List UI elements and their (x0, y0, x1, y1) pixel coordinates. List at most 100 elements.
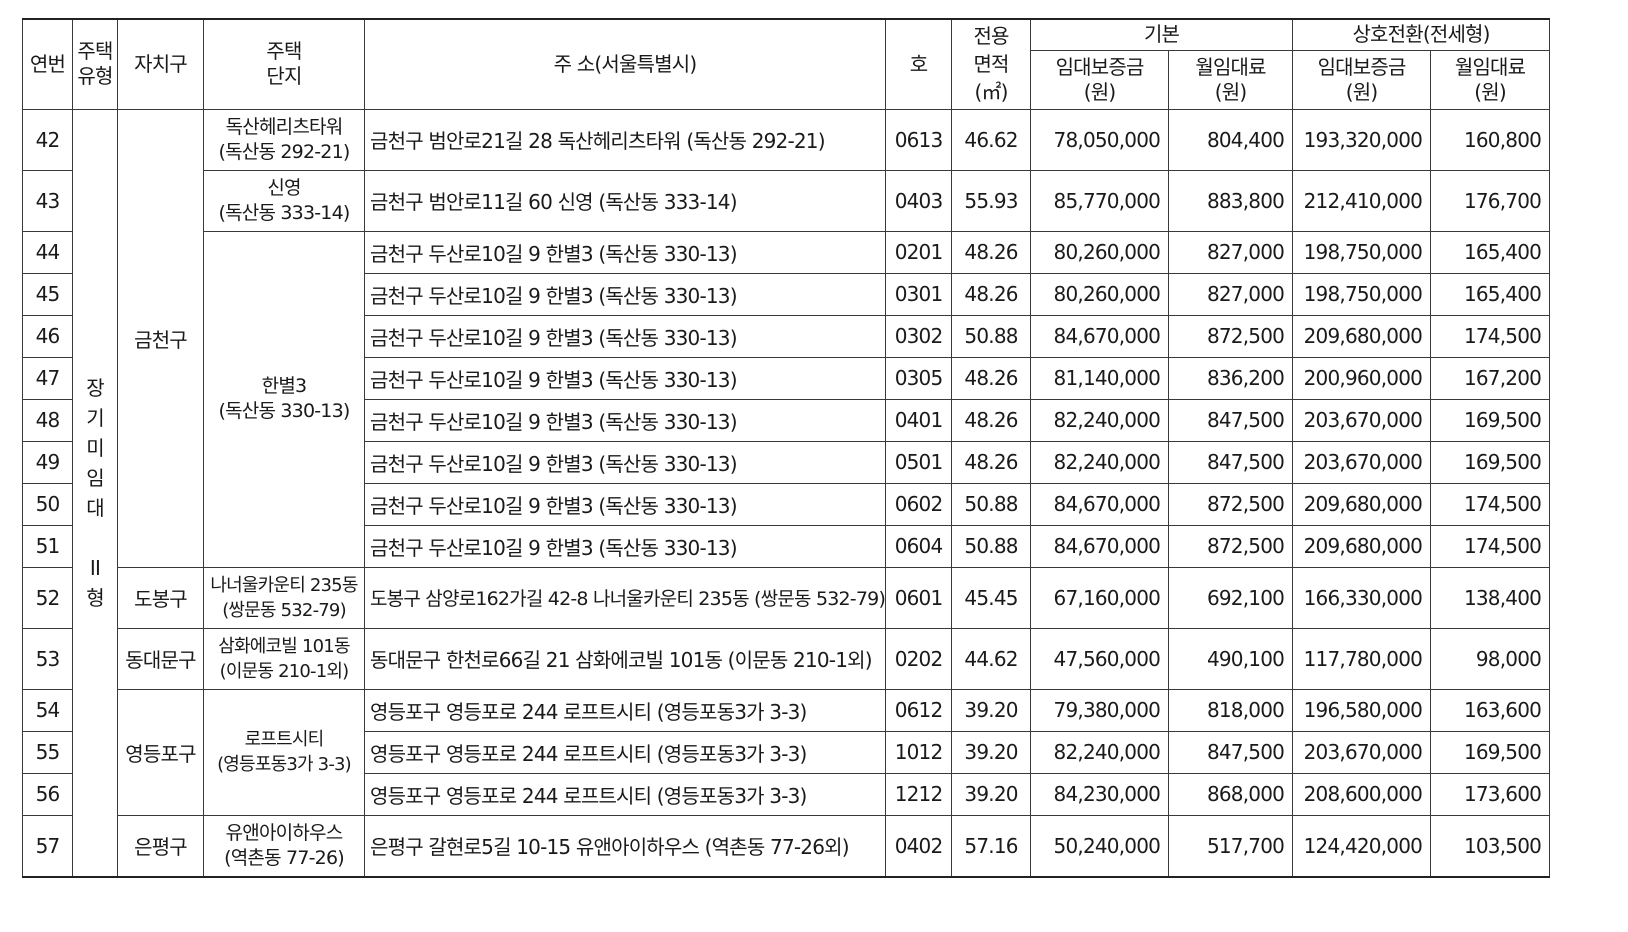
cell-area: 48.26 (951, 398, 1032, 442)
cell-seq: 48 (22, 398, 73, 442)
cell-rent: 517,700 (1168, 814, 1294, 877)
table-header: 연번 주택 유형 자치구 주택 단지 주 소(서울특별시) 호 전용 면적 (㎡… (22, 18, 1551, 110)
cell-address: 금천구 두산로10길 9 한별3 (독산동 330-13) (363, 440, 887, 484)
cell-seq: 55 (22, 730, 73, 774)
cell-conv-rent: 174,500 (1430, 482, 1551, 526)
cell-conv-deposit: 203,670,000 (1292, 440, 1432, 484)
cell-deposit: 81,140,000 (1030, 356, 1170, 400)
cell-address: 은평구 갈현로5길 10-15 유앤아이하우스 (역촌동 77-26외) (363, 814, 887, 877)
cell-conv-deposit: 200,960,000 (1292, 356, 1432, 400)
complex-cell: 독산헤리츠타워 (독산동 292-21) (203, 108, 365, 171)
cell-address: 금천구 범안로11길 60 신영 (독산동 333-14) (363, 169, 887, 232)
header-district: 자치구 (117, 18, 204, 110)
table-row: 53 동대문구 삼화에코빌 101동 (이문동 210-1외) 동대문구 한천로… (22, 627, 1551, 690)
cell-deposit: 82,240,000 (1030, 730, 1170, 774)
cell-area: 50.88 (951, 314, 1032, 358)
table-row: 42 장 기 미 임 대 II 형 금천구 독산헤리츠타워 (독산동 292-2… (22, 108, 1551, 877)
cell-rent: 868,000 (1168, 772, 1294, 816)
cell-area: 39.20 (951, 772, 1032, 816)
district-cell-dongdaemun: 동대문구 (117, 627, 204, 690)
table-row: 48 금천구 두산로10길 9 한별3 (독산동 330-13) 0401 48… (22, 398, 1551, 442)
table-row: 44 한별3 (독산동 330-13) 금천구 두산로10길 9 한별3 (독산… (22, 230, 1551, 568)
header-seq: 연번 (22, 18, 73, 110)
table-row: 56 영등포구 영등포로 244 로프트시티 (영등포동3가 3-3) 1212… (22, 772, 1551, 816)
cell-deposit: 80,260,000 (1030, 230, 1170, 274)
cell-area: 46.62 (951, 108, 1032, 171)
cell-unit: 0602 (885, 482, 953, 526)
cell-conv-rent: 167,200 (1430, 356, 1551, 400)
cell-conv-rent: 103,500 (1430, 814, 1551, 877)
cell-conv-deposit: 209,680,000 (1292, 314, 1432, 358)
header-area: 전용 면적 (㎡) (951, 18, 1032, 110)
cell-area: 48.26 (951, 272, 1032, 316)
cell-area: 39.20 (951, 730, 1032, 774)
cell-seq: 45 (22, 272, 73, 316)
header-basic-rent: 월임대료 (원) (1168, 49, 1294, 110)
cell-conv-rent: 176,700 (1430, 169, 1551, 232)
cell-deposit: 84,670,000 (1030, 314, 1170, 358)
cell-unit: 0402 (885, 814, 953, 877)
cell-seq: 56 (22, 772, 73, 816)
cell-address: 동대문구 한천로66길 21 삼화에코빌 101동 (이문동 210-1외) (363, 627, 887, 690)
header-basic-deposit: 임대보증금 (원) (1030, 49, 1170, 110)
cell-area: 48.26 (951, 230, 1032, 274)
cell-rent: 847,500 (1168, 730, 1294, 774)
header-conv-deposit: 임대보증금 (원) (1292, 49, 1432, 110)
cell-rent: 827,000 (1168, 272, 1294, 316)
cell-unit: 0604 (885, 524, 953, 568)
table-row: 52 도봉구 나너울카운티 235동 (쌍문동 532-79) 도봉구 삼양로1… (22, 566, 1551, 629)
cell-seq: 54 (22, 688, 73, 732)
cell-deposit: 50,240,000 (1030, 814, 1170, 877)
cell-area: 50.88 (951, 482, 1032, 526)
cell-seq: 51 (22, 524, 73, 568)
cell-unit: 1012 (885, 730, 953, 774)
cell-unit: 0403 (885, 169, 953, 232)
rental-listing-table: 연번 주택 유형 자치구 주택 단지 주 소(서울특별시) 호 전용 면적 (㎡… (22, 18, 1551, 878)
cell-conv-deposit: 166,330,000 (1292, 566, 1432, 629)
complex-cell: 삼화에코빌 101동 (이문동 210-1외) (203, 627, 365, 690)
table-row: 57 은평구 유앤아이하우스 (역촌동 77-26) 은평구 갈현로5길 10-… (22, 814, 1551, 877)
header-unit: 호 (885, 18, 953, 110)
cell-conv-rent: 98,000 (1430, 627, 1551, 690)
cell-seq: 47 (22, 356, 73, 400)
cell-conv-rent: 138,400 (1430, 566, 1551, 629)
cell-deposit: 85,770,000 (1030, 169, 1170, 232)
cell-area: 50.88 (951, 524, 1032, 568)
cell-seq: 42 (22, 108, 73, 171)
cell-unit: 0613 (885, 108, 953, 171)
header-conv-rent: 월임대료 (원) (1430, 49, 1551, 110)
cell-area: 44.62 (951, 627, 1032, 690)
table-row: 49 금천구 두산로10길 9 한별3 (독산동 330-13) 0501 48… (22, 440, 1551, 484)
cell-address: 영등포구 영등포로 244 로프트시티 (영등포동3가 3-3) (363, 772, 887, 816)
cell-deposit: 84,670,000 (1030, 482, 1170, 526)
table-row: 43 신영 (독산동 333-14) 금천구 범안로11길 60 신영 (독산동… (22, 169, 1551, 232)
cell-rent: 827,000 (1168, 230, 1294, 274)
cell-area: 45.45 (951, 566, 1032, 629)
cell-unit: 0601 (885, 566, 953, 629)
cell-area: 48.26 (951, 440, 1032, 484)
rental-listing-table-container: 연번 주택 유형 자치구 주택 단지 주 소(서울특별시) 호 전용 면적 (㎡… (22, 18, 1551, 878)
table-row: 55 영등포구 영등포로 244 로프트시티 (영등포동3가 3-3) 1012… (22, 730, 1551, 774)
district-cell-geumcheon: 금천구 (117, 108, 204, 568)
cell-unit: 1212 (885, 772, 953, 816)
cell-conv-deposit: 198,750,000 (1292, 230, 1432, 274)
cell-conv-rent: 163,600 (1430, 688, 1551, 732)
complex-cell: 나너울카운티 235동 (쌍문동 532-79) (203, 566, 365, 629)
cell-unit: 0202 (885, 627, 953, 690)
cell-conv-deposit: 124,420,000 (1292, 814, 1432, 877)
cell-deposit: 79,380,000 (1030, 688, 1170, 732)
cell-deposit: 84,230,000 (1030, 772, 1170, 816)
header-conversion: 상호전환(전세형) (1292, 18, 1551, 51)
cell-address: 금천구 범안로21길 28 독산헤리츠타워 (독산동 292-21) (363, 108, 887, 171)
cell-conv-rent: 169,500 (1430, 440, 1551, 484)
cell-address: 도봉구 삼양로162가길 42-8 나너울카운티 235동 (쌍문동 532-7… (363, 566, 887, 629)
complex-cell: 신영 (독산동 333-14) (203, 169, 365, 232)
district-cell-yeongdeungpo: 영등포구 (117, 688, 204, 816)
cell-conv-deposit: 196,580,000 (1292, 688, 1432, 732)
cell-seq: 52 (22, 566, 73, 629)
cell-rent: 804,400 (1168, 108, 1294, 171)
cell-unit: 0301 (885, 272, 953, 316)
cell-area: 48.26 (951, 356, 1032, 400)
district-cell-eunpyeong: 은평구 (117, 814, 204, 877)
cell-conv-rent: 174,500 (1430, 314, 1551, 358)
